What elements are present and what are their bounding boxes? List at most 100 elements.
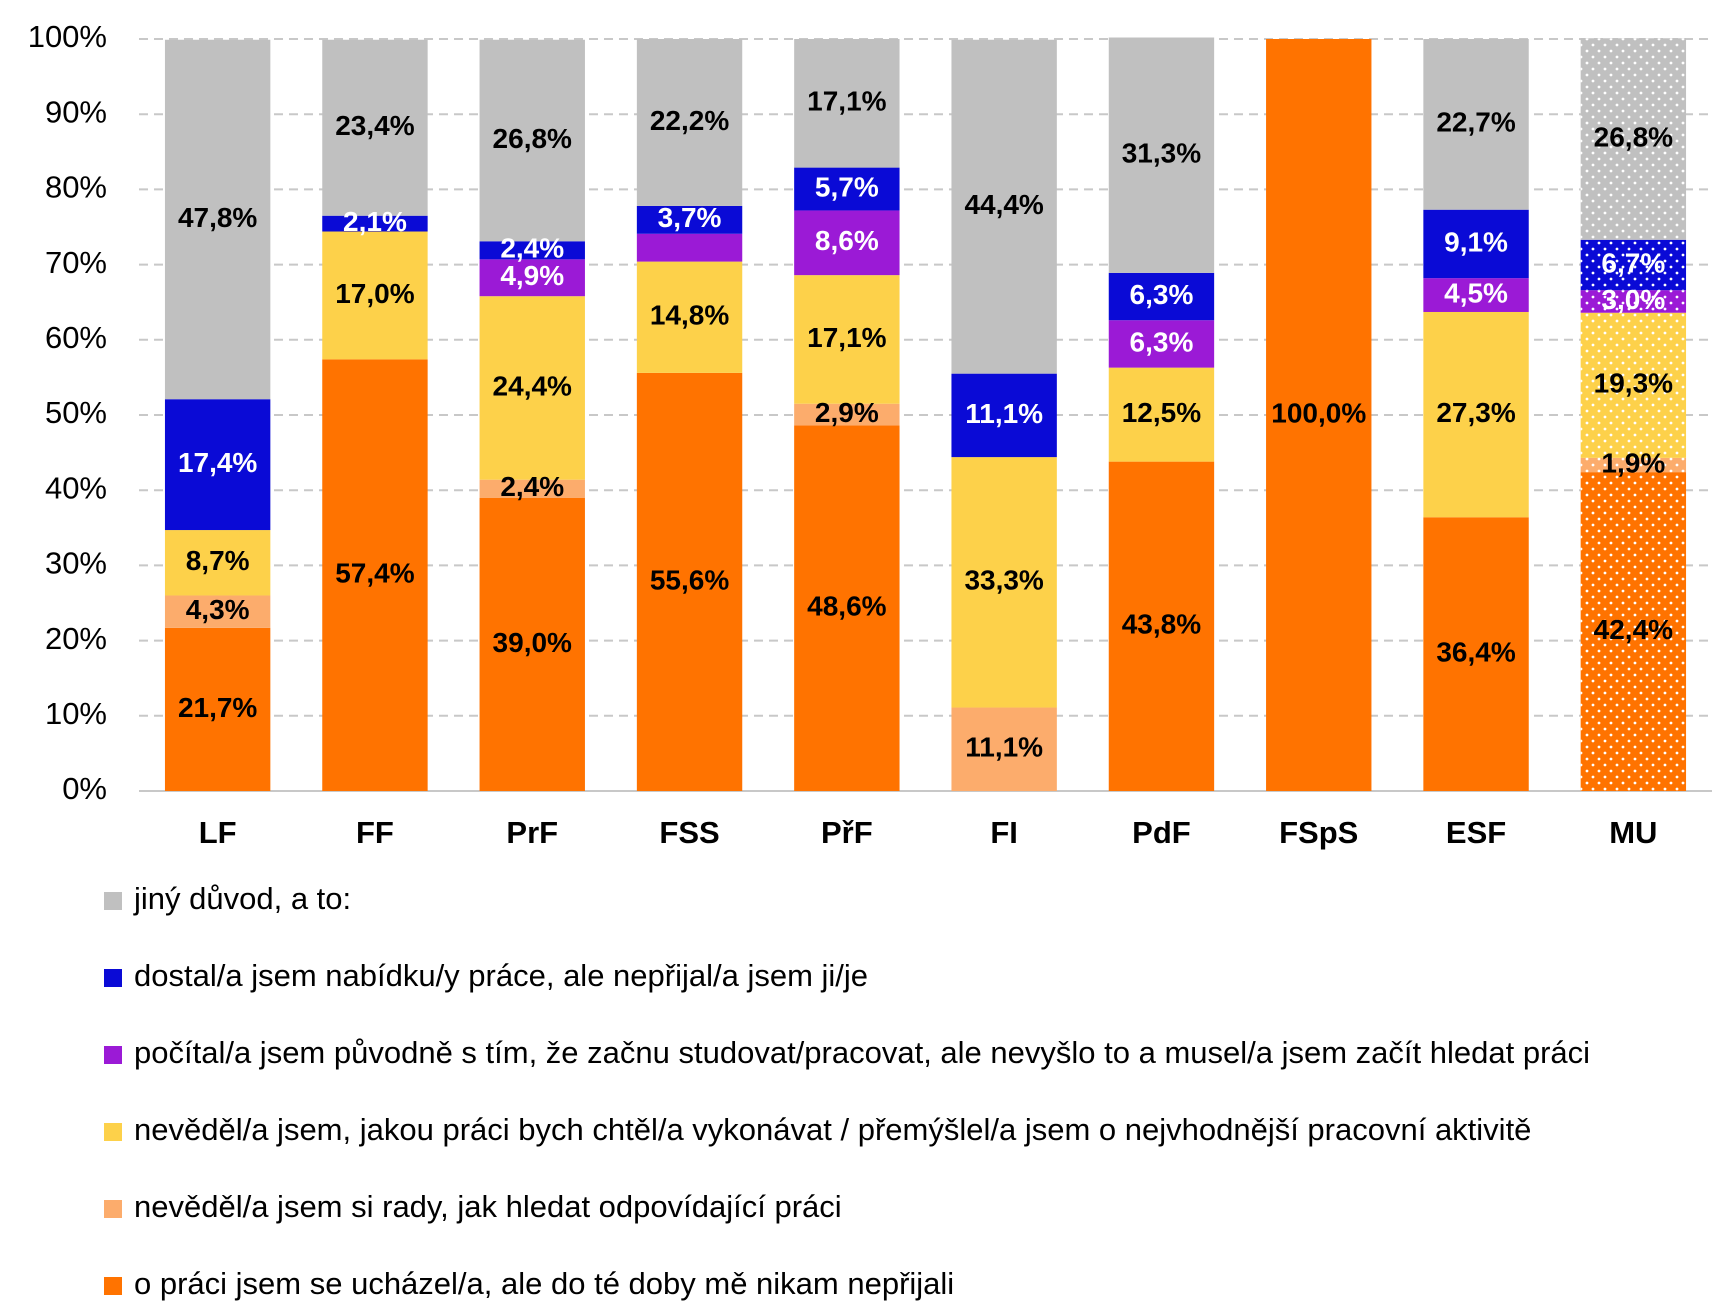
bar-segment: [951, 373, 1057, 458]
y-tick-label: 90%: [45, 94, 107, 129]
data-label: 8,7%: [186, 545, 250, 576]
data-label: 8,6%: [815, 225, 879, 256]
legend-swatch: [104, 1046, 122, 1064]
y-tick-label: 100%: [28, 19, 107, 54]
bar-segment: [1108, 37, 1215, 273]
legend-label: jiný důvod, a to:: [134, 881, 352, 916]
bar-segment: [1266, 39, 1372, 791]
bar-segment: [479, 39, 585, 242]
bar-segment: [636, 261, 743, 373]
bar-segment: [164, 627, 271, 791]
data-label: 19,3%: [1594, 368, 1673, 399]
bar-segment: [636, 372, 743, 791]
bar-segment: [1108, 367, 1215, 462]
legend-item: počítal/a jsem původně s tím, že začnu s…: [104, 1034, 1704, 1072]
legend-label: počítal/a jsem původně s tím, že začnu s…: [134, 1035, 1591, 1070]
bar-segment: [951, 707, 1057, 791]
data-label: 43,8%: [1122, 609, 1201, 640]
legend-label: dostal/a jsem nabídku/y práce, ale nepři…: [134, 958, 869, 993]
data-label: 55,6%: [650, 564, 729, 595]
data-label: 17,1%: [807, 86, 886, 117]
data-label: 31,3%: [1122, 138, 1201, 169]
data-label: 57,4%: [335, 558, 414, 589]
pattern-overlay: [1580, 239, 1687, 291]
bar-segment: [322, 39, 428, 216]
data-label: 42,4%: [1594, 614, 1673, 645]
data-label: 22,7%: [1436, 107, 1515, 138]
pattern-overlay: [1580, 457, 1687, 473]
data-label: 2,4%: [500, 233, 564, 264]
legend-item: nevěděl/a jsem si rady, jak hledat odpov…: [104, 1188, 1704, 1226]
x-tick-label: PrF: [506, 815, 558, 850]
bar-segment: [794, 425, 900, 791]
x-tick-label: FSS: [659, 815, 719, 850]
data-label: 4,5%: [1444, 277, 1508, 308]
data-label: 5,7%: [815, 171, 879, 202]
bar-segment: [1423, 278, 1529, 312]
legend-label: o práci jsem se ucházel/a, ale do té dob…: [134, 1266, 955, 1301]
data-label: 12,5%: [1122, 397, 1201, 428]
data-label: 27,3%: [1436, 397, 1515, 428]
data-label: 6,7%: [1601, 247, 1665, 278]
data-label: 26,8%: [493, 123, 572, 154]
legend-swatch: [104, 1200, 122, 1218]
data-label: 33,3%: [964, 565, 1043, 596]
data-label: 17,0%: [335, 278, 414, 309]
data-label: 17,4%: [178, 447, 257, 478]
y-tick-label: 40%: [45, 470, 107, 505]
bar-segment: [794, 210, 900, 276]
legend-swatch: [104, 1123, 122, 1141]
y-tick-label: 30%: [45, 546, 107, 581]
y-tick-label: 80%: [45, 170, 107, 205]
bar-segment: [479, 259, 585, 297]
bar-segment: [479, 497, 585, 791]
data-label: 36,4%: [1436, 637, 1515, 668]
y-tick-label: 0%: [62, 771, 107, 806]
x-tick-label: LF: [199, 815, 237, 850]
data-label: 4,9%: [500, 260, 564, 291]
bar-segment: [1108, 320, 1215, 368]
bar-segment: [951, 457, 1057, 708]
data-label: 9,1%: [1444, 226, 1508, 257]
legend-swatch: [104, 969, 122, 987]
data-label: 11,1%: [965, 732, 1043, 763]
data-label: 2,9%: [815, 397, 879, 428]
bar-segment: [164, 399, 271, 531]
data-label: 22,2%: [650, 105, 729, 136]
data-label: 23,4%: [335, 110, 414, 141]
bar-segment: [322, 215, 428, 232]
legend-item: o práci jsem se ucházel/a, ale do té dob…: [104, 1265, 1704, 1303]
y-tick-label: 60%: [45, 320, 107, 355]
x-tick-label: PdF: [1132, 815, 1191, 850]
y-tick-label: 20%: [45, 621, 107, 656]
legend-item: jiný důvod, a to:: [104, 880, 1704, 918]
bar-segment: [322, 231, 428, 360]
legend-item: nevěděl/a jsem, jakou práci bych chtěl/a…: [104, 1111, 1704, 1149]
data-label: 17,1%: [807, 322, 886, 353]
data-label: 26,8%: [1594, 121, 1673, 152]
bar-segment: [164, 530, 271, 596]
data-label: 100,0%: [1271, 397, 1366, 428]
bar-segment: [322, 359, 428, 791]
data-label: 21,7%: [178, 692, 257, 723]
bar-segment: [1423, 39, 1529, 210]
bar-segment: [164, 39, 271, 400]
bar-segment: [1423, 209, 1529, 279]
data-label: 24,4%: [493, 370, 572, 401]
y-tick-label: 70%: [45, 245, 107, 280]
data-label: 48,6%: [807, 591, 886, 622]
bar-segment: [794, 39, 900, 168]
bar-segment: [794, 403, 900, 426]
data-label: 47,8%: [178, 202, 257, 233]
data-label: 4,3%: [186, 594, 250, 625]
data-label: 2,1%: [343, 206, 407, 237]
data-label: 11,1%: [965, 398, 1043, 429]
data-label: 39,0%: [493, 627, 572, 658]
x-tick-label: PřF: [821, 815, 873, 850]
bar-segment: [951, 39, 1057, 374]
x-tick-label: ESF: [1446, 815, 1506, 850]
legend-item: dostal/a jsem nabídku/y práce, ale nepři…: [104, 957, 1704, 995]
data-label: 2,4%: [500, 471, 564, 502]
pattern-overlay: [1580, 290, 1687, 313]
